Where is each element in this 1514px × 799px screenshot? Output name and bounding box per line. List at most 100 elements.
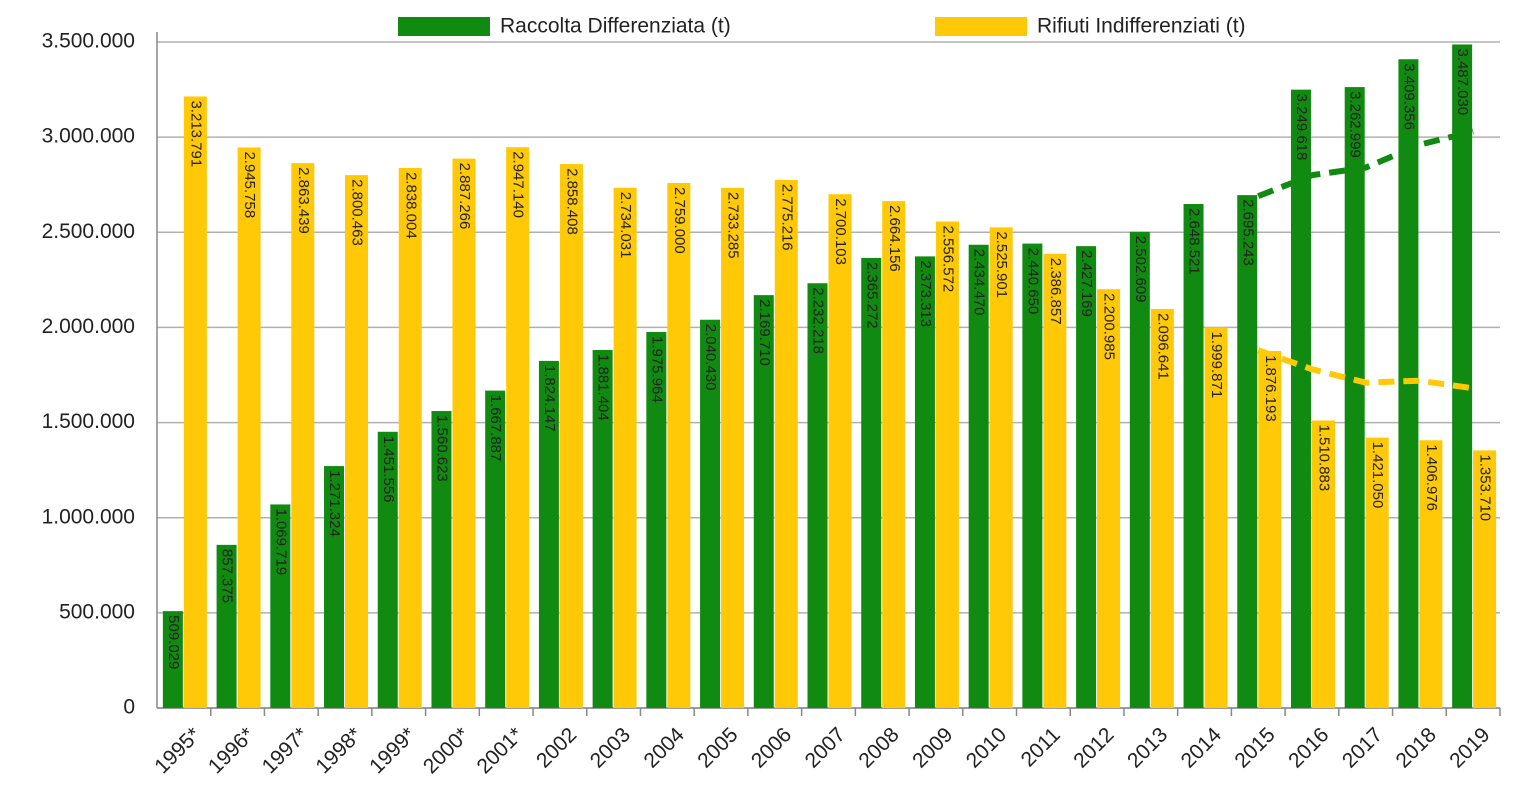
x-tick-label: 2009 — [908, 723, 957, 772]
bar — [1204, 327, 1228, 708]
y-tick-label: 2.500.000 — [42, 220, 135, 243]
value-label: 2.434.470 — [971, 249, 988, 316]
x-tick-label: 2001* — [473, 723, 528, 778]
value-label: 2.800.463 — [349, 179, 366, 246]
value-label: 2.040.430 — [702, 324, 719, 391]
x-tick-label: 2004 — [639, 723, 689, 773]
bar — [1097, 289, 1121, 708]
value-label: 2.945.758 — [241, 151, 258, 218]
value-label: 2.733.285 — [725, 192, 742, 259]
value-label: 2.887.266 — [456, 163, 473, 230]
bar — [270, 504, 291, 708]
value-label: 2.200.985 — [1101, 293, 1118, 360]
x-tick-label: 2018 — [1392, 723, 1441, 772]
value-label: 3.249.618 — [1293, 94, 1310, 161]
y-tick-label: 500.000 — [59, 600, 135, 623]
value-label: 1.999.871 — [1208, 331, 1225, 398]
bar — [1452, 44, 1473, 708]
value-label: 3.487.030 — [1454, 48, 1471, 115]
bar — [828, 194, 852, 708]
value-label: 1.975.964 — [648, 336, 665, 403]
y-tick-label: 1.000.000 — [42, 505, 135, 528]
bar — [989, 227, 1013, 708]
bar — [345, 175, 369, 709]
value-label: 3.213.791 — [187, 100, 204, 167]
value-label: 2.775.216 — [778, 184, 795, 251]
value-label: 3.262.999 — [1347, 91, 1364, 158]
bar — [506, 147, 530, 708]
x-tick-label: 1997* — [258, 723, 313, 778]
x-tick-label: 2011 — [1017, 723, 1065, 771]
x-tick-label: 2017 — [1338, 723, 1387, 772]
bar — [882, 201, 906, 708]
x-tick-label: 2002 — [532, 723, 581, 772]
bar — [721, 187, 745, 709]
legend-label: Rifiuti Indifferenziati (t) — [1037, 15, 1246, 38]
bar — [700, 319, 721, 708]
bar — [667, 183, 691, 708]
value-label: 1.881.404 — [595, 354, 612, 421]
x-tick-label: 2005 — [693, 723, 742, 772]
x-tick-label: 2008 — [854, 723, 903, 772]
value-label: 2.838.004 — [402, 172, 419, 239]
y-tick-label: 3.000.000 — [42, 125, 135, 148]
value-label: 1.451.556 — [380, 436, 397, 503]
value-label: 2.525.901 — [993, 231, 1010, 298]
bar — [485, 390, 506, 708]
value-label: 2.695.243 — [1239, 199, 1256, 266]
bar — [559, 164, 583, 708]
value-label: 1.353.710 — [1477, 454, 1494, 521]
bar — [324, 466, 345, 708]
value-label: 1.876.193 — [1262, 355, 1279, 422]
bar — [1344, 87, 1365, 709]
value-label: 2.863.439 — [295, 167, 312, 234]
bar — [1043, 253, 1067, 708]
value-label: 1.560.623 — [433, 415, 450, 482]
value-label: 2.373.313 — [917, 260, 934, 327]
value-label: 2.648.521 — [1186, 208, 1203, 275]
x-tick-label: 2010 — [962, 723, 1011, 772]
value-label: 2.664.156 — [886, 205, 903, 272]
value-label: 1.510.883 — [1316, 425, 1333, 492]
x-tick-label: 2006 — [747, 723, 796, 772]
value-label: 857.375 — [219, 549, 236, 603]
value-label: 2.858.408 — [563, 168, 580, 235]
bar — [807, 283, 828, 708]
bar — [1311, 420, 1335, 708]
value-label: 2.365.272 — [863, 262, 880, 329]
legend-label: Raccolta Differenziata (t) — [500, 15, 731, 38]
y-tick-label: 2.000.000 — [42, 315, 135, 338]
bar — [935, 221, 959, 708]
bar — [538, 360, 559, 708]
value-label: 2.759.000 — [671, 187, 688, 254]
value-label: 1.824.147 — [541, 365, 558, 432]
bar — [1237, 195, 1258, 708]
value-label: 2.700.103 — [832, 198, 849, 265]
bar — [377, 431, 398, 708]
trend-line — [1257, 347, 1474, 392]
value-label: 1.406.976 — [1423, 444, 1440, 511]
value-label: 2.232.218 — [810, 287, 827, 354]
x-tick-label: 2014 — [1177, 723, 1227, 773]
value-label: 1.421.050 — [1369, 442, 1386, 509]
value-label: 2.556.572 — [939, 226, 956, 293]
value-label: 2.096.641 — [1154, 313, 1171, 380]
bar — [646, 332, 667, 708]
value-label: 2.386.857 — [1047, 258, 1064, 325]
bar — [1076, 246, 1097, 708]
bar — [968, 244, 989, 709]
x-tick-label: 2015 — [1230, 723, 1279, 772]
x-tick-label: 1995* — [150, 723, 205, 778]
x-tick-label: 2007 — [801, 723, 850, 772]
bar — [183, 96, 207, 708]
x-tick-label: 1996* — [204, 723, 259, 778]
bar — [1419, 440, 1443, 708]
value-label: 2.734.031 — [617, 192, 634, 259]
x-tick-label: 2012 — [1069, 723, 1118, 772]
x-tick-label: 1999* — [365, 723, 420, 778]
bar — [398, 167, 422, 708]
x-tick-label: 2003 — [586, 723, 635, 772]
bar — [914, 256, 935, 708]
bar — [592, 349, 613, 708]
